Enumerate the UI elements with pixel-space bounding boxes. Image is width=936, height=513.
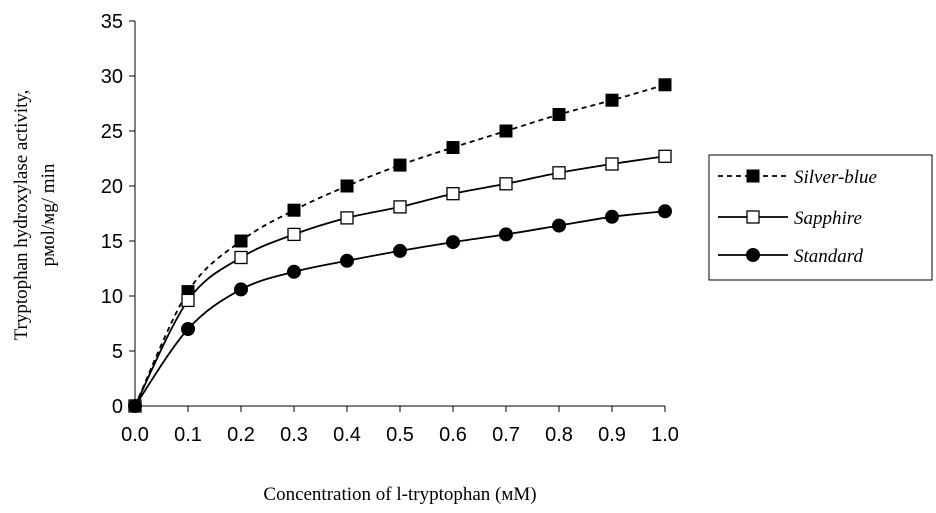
legend-entry-standard: Standard — [718, 246, 863, 267]
series-line-sapphire — [134, 155, 666, 407]
data-point-standard — [393, 243, 407, 258]
y-ticks: 0 5 10 15 20 25 30 35 — [101, 11, 135, 418]
x-tick-label: 0.9 — [598, 424, 626, 446]
y-tick-label: 0 — [112, 396, 123, 418]
x-tick-label: 0.7 — [492, 424, 520, 446]
data-point-silver-blue — [499, 124, 513, 138]
data-point-silver-blue — [287, 203, 301, 217]
data-point-standard — [552, 218, 566, 233]
y-tick-label: 15 — [101, 231, 123, 253]
data-point-sapphire — [499, 177, 513, 191]
data-point-standard — [128, 399, 142, 413]
y-axis-title-line2: pмol/мg/ min — [38, 163, 59, 266]
data-point-sapphire — [605, 157, 619, 171]
legend: Silver-blue Sapphire Standard — [708, 154, 933, 281]
data-point-sapphire — [234, 250, 248, 265]
x-tick-label: 0.4 — [333, 424, 361, 446]
legend-marker-sapphire — [746, 210, 760, 224]
legend-label-standard: Standard — [794, 246, 863, 267]
y-tick-label: 35 — [101, 11, 123, 33]
y-tick-label: 10 — [101, 286, 123, 308]
y-tick-label: 5 — [112, 341, 123, 363]
x-axis-title: Concentration of l-tryptophan (мM) — [263, 484, 536, 505]
data-point-standard — [340, 253, 354, 268]
data-point-standard — [605, 209, 619, 224]
x-tick-label: 0.0 — [121, 424, 149, 446]
y-tick-label: 30 — [101, 66, 123, 88]
legend-label-silver-blue: Silver-blue — [794, 167, 877, 188]
data-point-standard — [287, 264, 301, 279]
data-point-sapphire — [181, 293, 195, 308]
y-tick-label: 20 — [101, 176, 123, 198]
data-point-sapphire — [552, 166, 566, 180]
data-point-standard — [658, 204, 672, 219]
series-layer — [128, 78, 672, 413]
data-point-standard — [234, 282, 248, 297]
data-point-silver-blue — [552, 108, 566, 121]
data-point-sapphire — [287, 227, 301, 242]
data-point-sapphire — [340, 211, 354, 225]
data-point-silver-blue — [393, 158, 407, 172]
data-point-standard — [499, 227, 513, 242]
data-point-silver-blue — [340, 179, 354, 193]
y-axis-title-line1: Tryptophan hydroxylase activity, — [11, 90, 32, 341]
legend-entry-silver-blue: Silver-blue — [718, 167, 877, 188]
data-point-sapphire — [658, 149, 672, 163]
data-point-silver-blue — [234, 234, 248, 248]
series-line-silver-blue — [134, 83, 666, 407]
x-tick-label: 0.6 — [439, 424, 467, 446]
data-point-silver-blue — [605, 93, 619, 107]
x-tick-label: 1.0 — [651, 424, 679, 446]
data-point-silver-blue — [658, 78, 672, 92]
x-tick-label: 0.8 — [545, 424, 573, 446]
data-point-sapphire — [393, 200, 407, 214]
series-line-standard — [134, 210, 666, 407]
data-point-sapphire — [446, 187, 460, 201]
legend-entry-sapphire: Sapphire — [718, 208, 862, 229]
data-point-silver-blue — [446, 141, 460, 154]
x-tick-label: 0.2 — [227, 424, 255, 446]
legend-marker-standard — [746, 248, 760, 262]
series-sapphire — [128, 149, 672, 413]
legend-marker-silver-blue — [746, 169, 760, 183]
y-tick-label: 25 — [101, 121, 123, 143]
legend-label-sapphire: Sapphire — [794, 208, 862, 229]
x-tick-label: 0.3 — [280, 424, 308, 446]
data-point-standard — [181, 322, 195, 336]
data-point-standard — [446, 235, 460, 250]
x-ticks: 0.0 0.1 0.2 0.3 0.4 0.5 0.6 0.7 0.8 0.9 1.0 — [121, 406, 679, 446]
x-tick-label: 0.1 — [174, 424, 202, 446]
series-standard — [128, 204, 672, 413]
x-tick-label: 0.5 — [386, 424, 414, 446]
